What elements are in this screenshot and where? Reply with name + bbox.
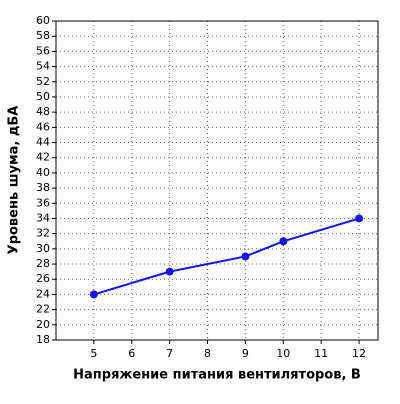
y-tick-label: 32 [36,227,50,240]
data-point [89,290,98,299]
y-tick-label: 48 [36,105,50,118]
y-tick-label: 42 [36,151,50,164]
x-tick-label: 9 [242,347,249,360]
data-point [279,237,288,246]
data-point [355,214,364,223]
y-tick-label: 46 [36,120,50,133]
y-tick-label: 44 [36,136,50,149]
y-tick-label: 40 [36,166,50,179]
y-tick-label: 50 [36,90,50,103]
y-tick-label: 60 [36,14,50,27]
x-tick-label: 11 [314,347,328,360]
y-tick-label: 56 [36,44,50,57]
y-axis-title: Уровень шума, дБА [7,106,22,255]
x-tick-label: 12 [352,347,366,360]
y-tick-label: 20 [36,318,50,331]
y-tick-label: 52 [36,75,50,88]
x-tick-label: 8 [204,347,211,360]
x-tick-label: 10 [276,347,290,360]
y-tick-label: 34 [36,211,50,224]
y-tick-label: 38 [36,181,50,194]
y-tick-label: 26 [36,272,50,285]
y-tick-label: 18 [36,333,50,346]
y-tick-label: 22 [36,303,50,316]
x-tick-label: 7 [166,347,173,360]
y-tick-label: 28 [36,257,50,270]
y-tick-label: 30 [36,242,50,255]
data-point [241,252,250,261]
y-tick-label: 36 [36,196,50,209]
plot-frame [55,20,379,341]
y-tick-label: 54 [36,60,50,73]
y-tick-label: 24 [36,287,50,300]
x-tick-label: 5 [90,347,97,360]
y-tick-label: 58 [36,29,50,42]
data-line [93,217,360,296]
x-axis-title: Напряжение питания вентиляторов, В [73,368,361,383]
x-tick-label: 6 [128,347,135,360]
data-point [165,267,174,276]
